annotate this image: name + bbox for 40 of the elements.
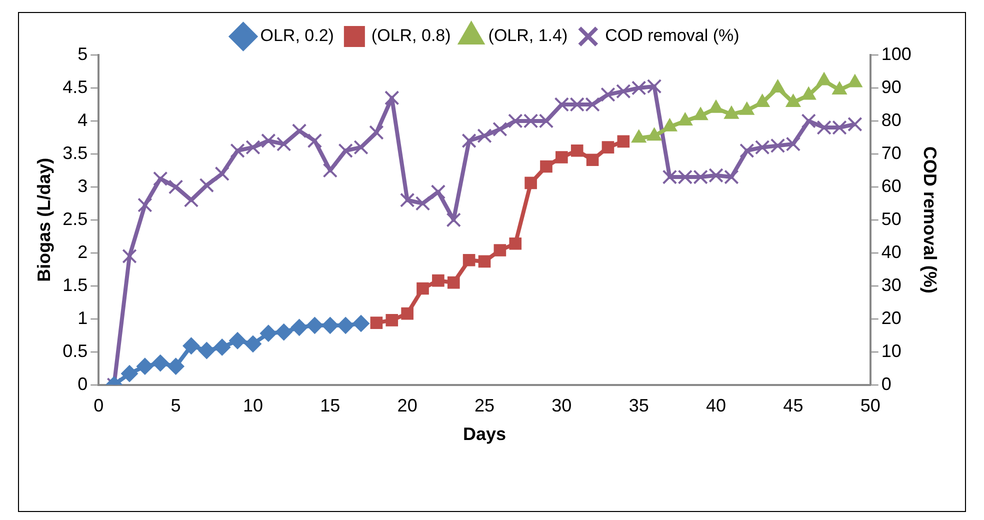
y-tick-label: 4 [78,110,88,130]
y-tick-label: 5 [78,44,88,64]
x-tick-label: 0 [94,396,104,416]
y2-axis-title: COD removal (%) [920,146,940,294]
x-tick-label: 5 [170,396,181,416]
y2-tick-label: 80 [881,110,902,130]
x-tick-label: 50 [860,396,880,416]
y2-tick-label: 10 [881,340,902,361]
y-tick-label: 1.5 [62,274,88,295]
x-tick-label: 15 [320,396,340,416]
legend-label: (OLR, 0.8) [371,26,451,46]
y-tick-label: 0.5 [62,340,88,361]
legend-label: OLR, 0.2) [260,26,334,46]
x-tick-label: 20 [397,396,418,416]
y-tick-label: 0 [78,374,88,394]
x-axis-title: Days [462,424,506,444]
y-tick-label: 3.5 [62,142,88,163]
x-tick-label: 35 [628,396,649,416]
y2-tick-label: 30 [881,274,902,295]
x-tick-label: 30 [552,396,572,416]
y2-tick-label: 20 [881,308,902,328]
y2-tick-label: 50 [881,208,902,229]
y-tick-label: 3 [78,176,88,196]
legend-label: COD removal (%) [605,26,740,46]
y2-tick-label: 90 [881,76,902,97]
y-tick-label: 1 [78,308,88,328]
y2-tick-label: 70 [881,142,902,163]
x-tick-label: 45 [783,396,804,416]
y-tick-label: 2.5 [62,208,88,229]
legend-label: (OLR, 1.4) [488,26,568,46]
y-tick-label: 2 [78,242,88,262]
x-tick-label: 40 [706,396,726,416]
y2-tick-label: 40 [881,242,902,262]
x-tick-label: 10 [242,396,263,416]
x-tick-label: 25 [474,396,495,416]
y2-tick-label: 0 [881,374,892,394]
y-axis-title: Biogas (L/day) [34,158,54,282]
y2-tick-label: 100 [881,44,912,64]
y2-tick-label: 60 [881,176,902,196]
y-tick-label: 4.5 [62,76,88,97]
